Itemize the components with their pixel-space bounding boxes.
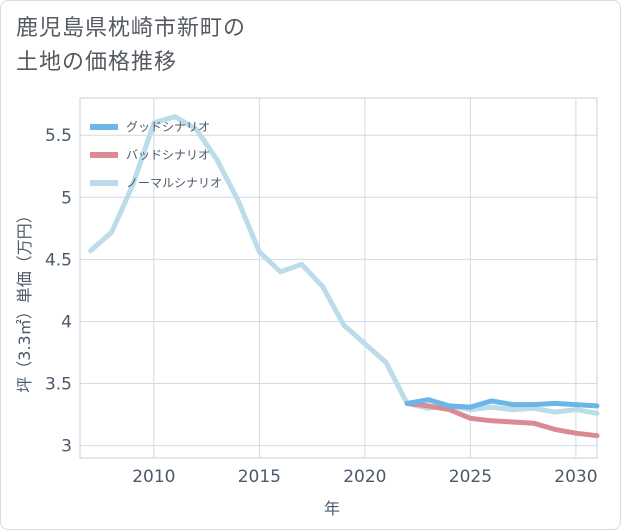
grid <box>80 98 597 458</box>
y-tick-label: 3 <box>61 437 72 457</box>
x-tick-label: 2020 <box>343 467 386 487</box>
page-title: 鹿児島県枕崎市新町の 土地の価格推移 <box>16 12 436 80</box>
x-axis-label: 年 <box>324 499 340 518</box>
plot-area <box>79 97 598 459</box>
title-line-1: 鹿児島県枕崎市新町の <box>16 16 247 41</box>
y-axis-label: 坪（3.3㎡）単価（万円） <box>15 207 34 392</box>
y-tick-label: 5.5 <box>45 126 72 146</box>
series-layer <box>88 114 600 439</box>
y-tick-label: 3.5 <box>45 375 72 395</box>
series-line-1 <box>404 400 600 439</box>
x-tick-label: 2030 <box>554 467 597 487</box>
y-tick-label: 5 <box>61 188 72 208</box>
legend-label: グッドシナリオ <box>126 120 210 134</box>
x-tick-label: 2025 <box>449 467 492 487</box>
series-line-2 <box>88 114 600 416</box>
tick-labels: 2010 2015 2020 2025 2030 3 3.5 4 4.5 5 5.5 <box>45 126 598 487</box>
legend-label: ノーマルシナリオ <box>126 176 222 190</box>
series-line-0 <box>404 397 600 410</box>
y-tick-label: 4.5 <box>45 250 72 270</box>
title-line-2: 土地の価格推移 <box>16 50 178 75</box>
x-tick-label: 2015 <box>238 467 281 487</box>
legend-label: バッドシナリオ <box>126 148 210 162</box>
y-tick-label: 4 <box>61 312 72 332</box>
x-tick-label: 2010 <box>132 467 175 487</box>
